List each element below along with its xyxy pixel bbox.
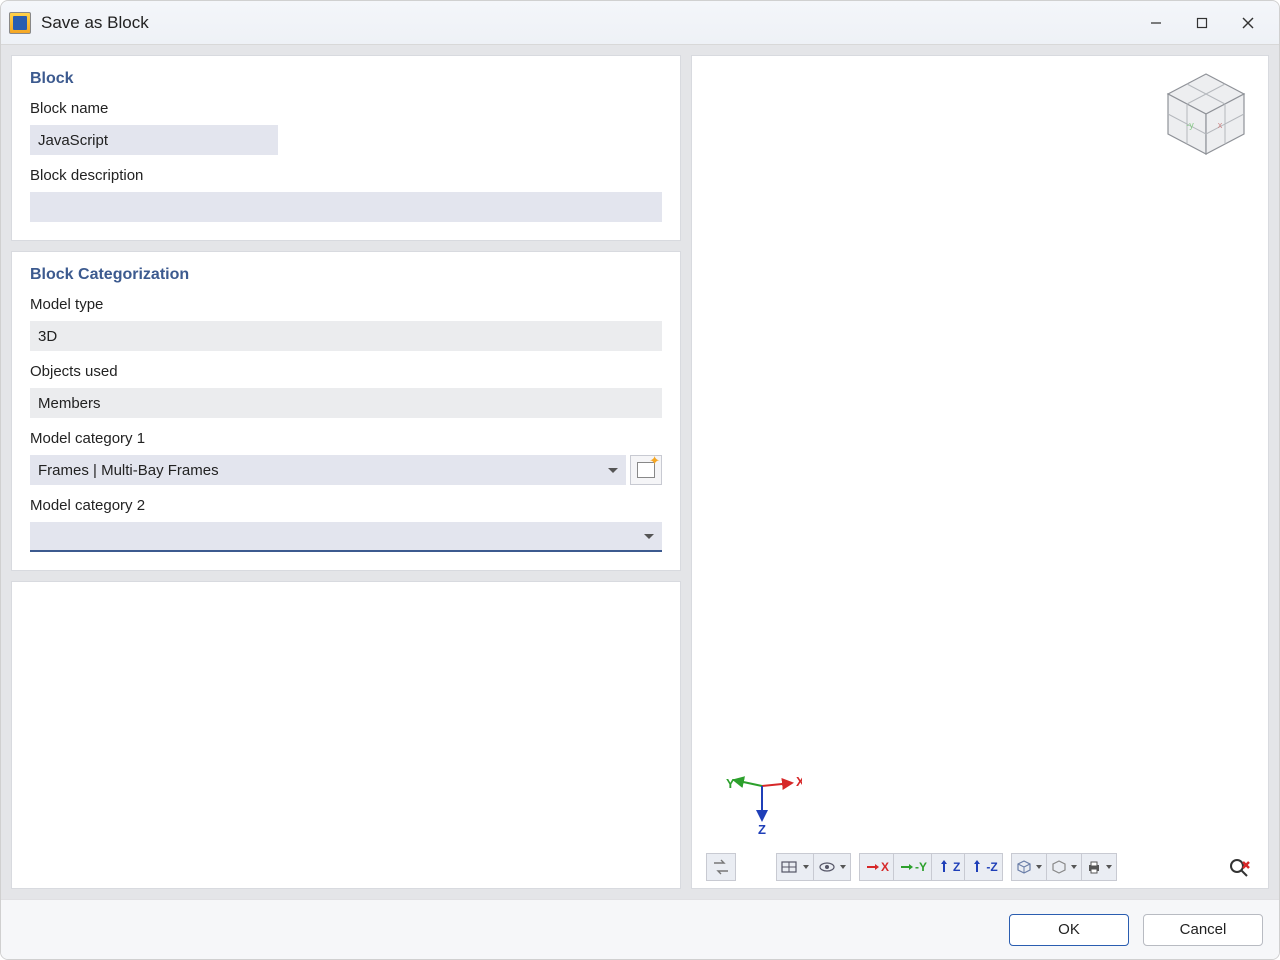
chevron-down-icon [608,468,618,473]
titlebar: Save as Block [1,1,1279,45]
block-name-input[interactable] [30,125,278,155]
view-neg-z-icon[interactable]: -Z [965,853,1002,881]
svg-text:Z: Z [758,822,766,836]
model-type-label: Model type [30,296,662,313]
units-dropdown-icon[interactable] [776,853,814,881]
viewport-toolbar: X -Y Z -Z [706,852,1254,882]
objects-used-label: Objects used [30,363,662,380]
chevron-down-icon [644,534,654,539]
view-x-icon[interactable]: X [859,853,894,881]
model-category-1-value: Frames | Multi-Bay Frames [38,462,219,479]
svg-text:-y: -y [1186,120,1194,130]
right-column: X Y Z [691,55,1269,889]
view-z-up-icon[interactable]: Z [932,853,965,881]
view-neg-y-icon[interactable]: -Y [894,853,932,881]
3d-viewport[interactable]: X Y Z [691,55,1269,889]
view-cube[interactable]: x -y [1160,68,1252,160]
new-icon [637,462,655,478]
block-name-label: Block name [30,100,662,117]
swap-view-icon[interactable] [706,853,736,881]
model-category-2-combo[interactable] [30,522,662,552]
left-column: Block Block name Block description Block… [11,55,681,889]
empty-panel [11,581,681,889]
block-description-label: Block description [30,167,662,184]
categorization-panel: Block Categorization Model type 3D Objec… [11,251,681,571]
svg-text:x: x [1218,120,1223,130]
print-dropdown-icon[interactable] [1082,853,1117,881]
block-panel-title: Block [30,70,662,88]
maximize-button[interactable] [1179,1,1225,45]
block-panel: Block Block name Block description [11,55,681,241]
new-category-button[interactable] [630,455,662,485]
categorization-panel-title: Block Categorization [30,266,662,284]
dialog-footer: OK Cancel [1,899,1279,959]
dialog-body: Block Block name Block description Block… [1,45,1279,899]
window-title: Save as Block [41,13,149,33]
isometric-dropdown-icon[interactable] [1011,853,1047,881]
model-category-1-label: Model category 1 [30,430,662,447]
reset-view-icon[interactable] [1224,853,1254,881]
close-button[interactable] [1225,1,1271,45]
visibility-dropdown-icon[interactable] [814,853,851,881]
wireframe-dropdown-icon[interactable] [1047,853,1082,881]
objects-used-value: Members [30,388,662,418]
svg-text:X: X [796,774,802,789]
model-type-value: 3D [30,321,662,351]
minimize-button[interactable] [1133,1,1179,45]
ok-button[interactable]: OK [1009,914,1129,946]
svg-text:Y: Y [726,776,735,791]
model-category-1-combo[interactable]: Frames | Multi-Bay Frames [30,455,626,485]
block-description-input[interactable] [30,192,662,222]
dialog-window: Save as Block Block Block name Block des… [0,0,1280,960]
cancel-button[interactable]: Cancel [1143,914,1263,946]
axis-gizmo: X Y Z [722,756,802,836]
app-icon [9,12,31,34]
model-category-2-label: Model category 2 [30,497,662,514]
